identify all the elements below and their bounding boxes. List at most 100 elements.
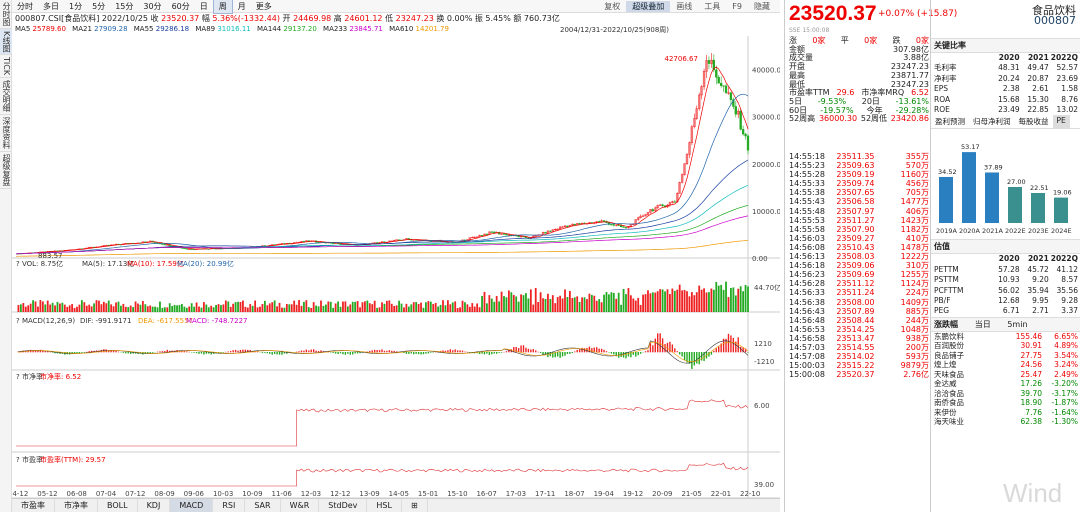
period-tab-7[interactable]: 日 [199,1,208,11]
trade-row: 14:56:13 23508.03 1222万 [787,252,931,261]
tool-btn-2[interactable]: 画线 [676,2,693,11]
forecast-tab-2[interactable]: 每股收益 [1018,117,1049,127]
trade-cell: 9879万 [900,361,929,371]
rail-btn-2[interactable]: TICK [0,55,12,79]
indicator-tab-4[interactable]: MACD [170,499,214,512]
forecast-tab-1[interactable]: 归母净利润 [973,117,1011,127]
vol-bar [27,305,30,312]
vol-bar [503,296,505,312]
trade-cell: 23515.22 [836,361,875,371]
x-tick-7: 10-03 [213,490,233,498]
macd-bar [639,352,642,354]
period-tab-10[interactable]: 更多 [255,1,272,11]
candle-body [710,59,713,64]
macd-bar [183,351,186,353]
period-tab-5[interactable]: 30分 [143,1,162,11]
period-tab-2[interactable]: 1分 [69,1,83,11]
trade-cell: 14:56:28 [789,279,825,289]
indicator-tab-8[interactable]: StdDev [319,499,368,512]
candle-body [607,222,611,225]
period-tab-4[interactable]: 15分 [115,1,134,11]
indicator-tab-6[interactable]: SAR [245,499,281,512]
indicator-tab-5[interactable]: RSI [213,499,246,512]
trade-cell: 1423万 [900,215,929,225]
vol-bar [337,301,339,312]
gainers-row[interactable]: 东鹏饮料 155.46 6.65% [931,332,1080,342]
vol-bar [595,300,598,312]
macd-bar [654,338,656,353]
macd-bar [149,352,151,354]
gainers-price: 155.46 [1015,331,1042,341]
vol-bar [461,300,464,312]
vol-bar [171,306,174,312]
period-tab-0[interactable]: 分时 [17,1,33,11]
gainers-name: 良品铺子 [934,350,964,360]
metrics-year: 2022Q [1050,53,1078,62]
forecast-tab-3[interactable]: PE [1052,115,1070,129]
forecast-tab-0[interactable]: 盈利预测 [935,117,965,127]
indicator-tab-7[interactable]: W&R [281,499,320,512]
gainers-row[interactable]: 良品铺子 27.75 3.54% [931,351,1080,361]
x-tick-16: 16-07 [476,490,496,498]
indicator-tab-9[interactable]: HSL [367,499,402,512]
vol-bar [539,292,542,312]
period-tab-9[interactable]: 月 [237,1,246,11]
period-tab-8[interactable]: 周 [212,0,233,14]
period-tab-1[interactable]: 多日 [43,1,59,11]
gainers-row[interactable]: 洽洽食品 39.70 -3.17% [931,389,1080,399]
vol-bar [256,307,259,312]
tool-btn-3[interactable]: 工具 [704,2,721,11]
indicator-tab-10[interactable]: ⊞ [402,499,428,512]
gainers-row[interactable]: 百润股份 30.91 4.89% [931,341,1080,351]
tool-btn-4[interactable]: F9 [732,2,742,11]
gainers-row[interactable]: 天味食品 25.47 2.49% [931,370,1080,380]
vol-bar [49,304,52,312]
vol-bar [242,300,244,312]
trade-ticks[interactable]: 14:55:18 23511.35 355万 14:55:23 23509.63 570万… [787,152,931,379]
period-tab-3[interactable]: 5分 [92,1,106,11]
trade-cell: 14:56:08 [789,242,825,252]
tool-btn-5[interactable]: 隐藏 [754,2,770,11]
vol-bar [686,291,688,312]
macd-bar [422,352,425,355]
indicator-tab-0[interactable]: 市盈率 [12,499,55,512]
tool-btn-1[interactable]: 超级叠加 [626,1,671,12]
rail-btn-1[interactable]: K线图 [0,29,12,56]
ma-label-1: MA21 [72,25,95,33]
gainers-tab-0[interactable]: 当日 [974,319,994,329]
candle-body [190,248,193,250]
main-chart[interactable]: 40000.00 30000.00 20000.00 10000.00 0.00 2004… [12,0,780,512]
rail-btn-3[interactable]: 成交明细 [0,78,12,116]
indicator-tab-1[interactable]: 市净率 [55,499,98,512]
gainers-row[interactable]: 煌上煌 24.56 3.24% [931,360,1080,370]
macd-bar [378,350,381,353]
gainers-row[interactable]: 金达威 17.26 -3.20% [931,379,1080,389]
vol-bar [678,284,681,312]
vol-bar [181,303,183,312]
vol-bar [432,304,435,312]
tool-btn-0[interactable]: 复权 [604,2,621,11]
gainers-row[interactable]: 南侨食品 18.90 -1.87% [931,398,1080,408]
vol-bar [193,306,196,312]
rail-btn-0[interactable]: 分时图 [0,0,12,29]
gainers-tab-1[interactable]: 5min [1007,319,1028,329]
gainers-row[interactable]: 海天味业 62.38 -1.30% [931,417,1080,427]
period-tab-6[interactable]: 60分 [171,1,190,11]
gainers-price: 30.91 [1020,341,1042,351]
vol-bar [298,300,300,312]
macd-bar [54,352,56,354]
rail-btn-4[interactable]: 深度资料 [0,115,12,153]
vol-bar [210,305,213,312]
ma-line-MA21 [15,93,749,255]
indicator-tab-3[interactable]: KDJ [138,499,171,512]
trade-row: 14:56:33 23511.24 224万 [787,288,931,297]
rail-btn-5[interactable]: 超级复盘 [0,152,12,190]
vol-bar [134,301,137,312]
metrics-header: 2020 2021 2022Q [931,53,1080,63]
trade-cell: 23507.97 [836,206,875,216]
macd-bar [530,349,532,353]
gainers-row[interactable]: 来伊份 7.76 -1.64% [931,408,1080,418]
indicator-tab-2[interactable]: BOLL [98,499,138,512]
gainers-change: 3.54% [1054,350,1078,360]
trade-row: 14:55:33 23509.74 456万 [787,179,931,188]
